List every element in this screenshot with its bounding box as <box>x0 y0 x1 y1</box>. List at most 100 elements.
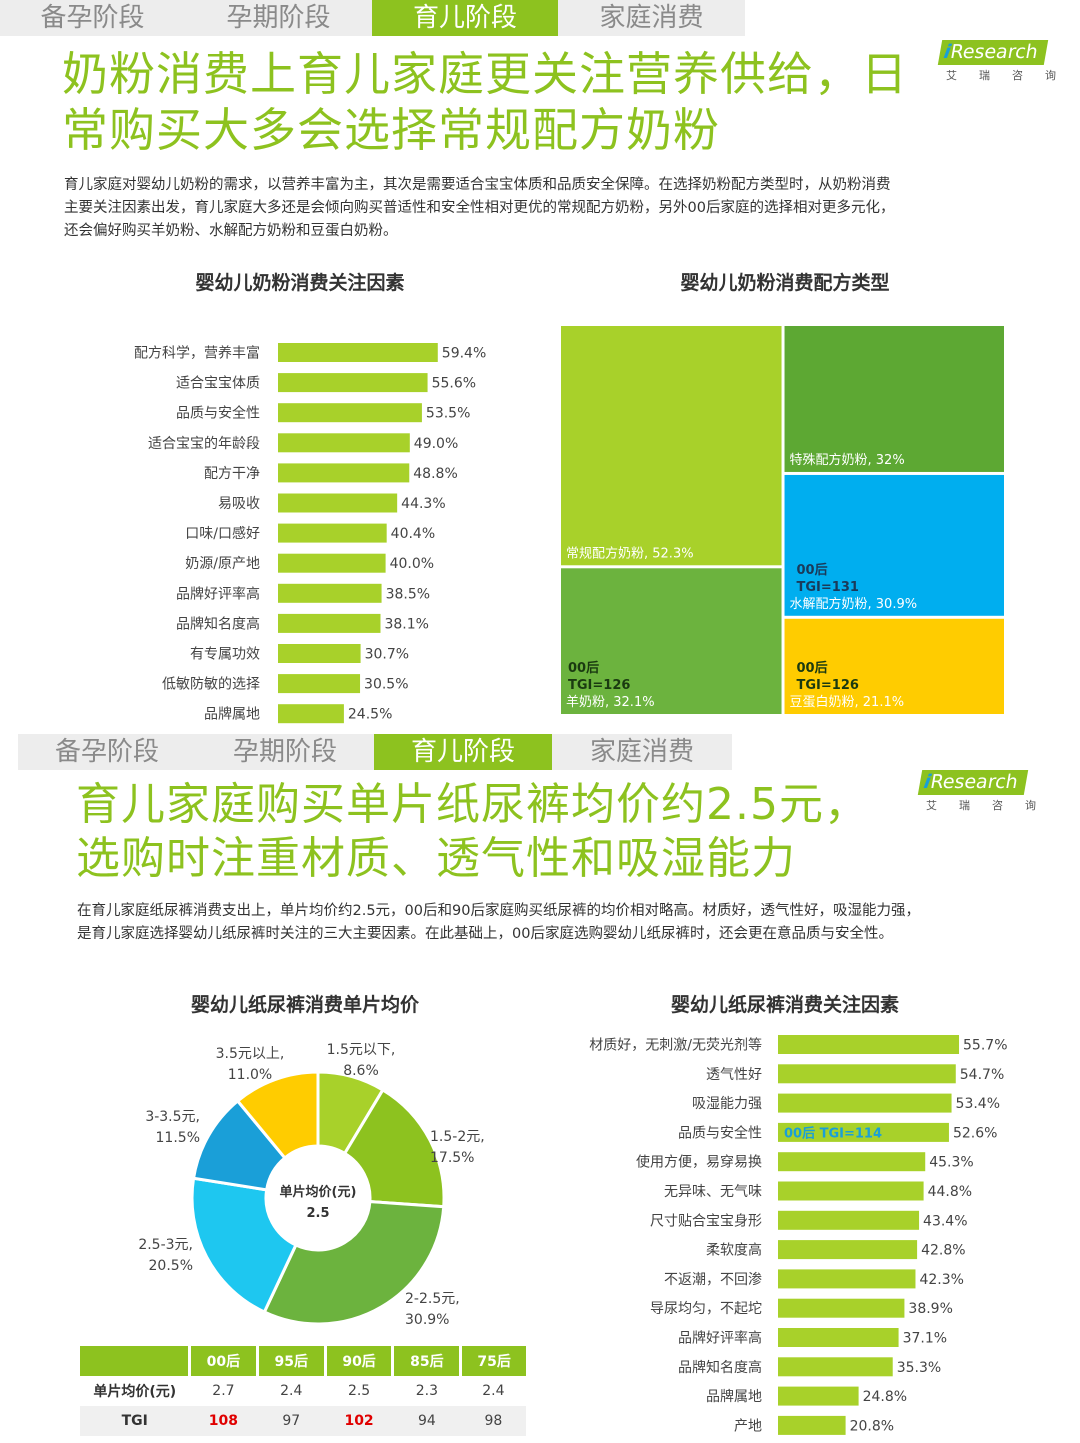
tab-parenting[interactable]: 育儿阶段 <box>372 0 558 36</box>
treemap-label: 豆蛋白奶粉, 21.1% <box>790 694 905 710</box>
value-label: 45.3% <box>929 1155 973 1171</box>
table-cell: 97 <box>257 1406 326 1436</box>
category-label: 低敏防敏的选择 <box>162 677 260 693</box>
treemap-tile <box>784 474 1004 616</box>
value-label: 44.8% <box>928 1184 972 1200</box>
category-label: 无异味、无气味 <box>664 1184 762 1200</box>
bar <box>278 373 428 393</box>
bar <box>278 674 361 694</box>
treemap-note: 00后 <box>568 660 599 676</box>
tab-pregnancy[interactable]: 孕期阶段 <box>196 734 374 770</box>
bar <box>778 1415 846 1435</box>
treemap-tile <box>784 618 1004 714</box>
bar <box>778 1181 924 1201</box>
category-label: 产地 <box>734 1418 762 1434</box>
category-label: 适合宝宝的年龄段 <box>148 436 260 452</box>
category-label: 透气性好 <box>706 1067 762 1083</box>
bar <box>778 1269 916 1289</box>
diaper-price-tgi-table: 00后 95后 90后 85后 75后 单片均价(元) 2.7 2.4 2.5 … <box>80 1346 526 1436</box>
tgi-annotation: 00后 TGI=114 <box>784 1125 882 1141</box>
category-label: 适合宝宝体质 <box>176 376 260 392</box>
tab-family-consumption[interactable]: 家庭消费 <box>558 0 745 36</box>
category-label: 导尿均匀，不起坨 <box>650 1300 762 1317</box>
category-label: 吸湿能力强 <box>692 1096 762 1112</box>
chart-title-formula-factors: 婴幼儿奶粉消费关注因素 <box>195 272 405 294</box>
value-label: 48.8% <box>413 466 457 482</box>
category-label: 品牌好评率高 <box>678 1330 762 1347</box>
headline-line: 奶粉消费上育儿家庭更关注营养供给，日 <box>62 47 908 101</box>
slice-value: 11.0% <box>228 1067 272 1083</box>
slice-label: 1.5-2元, <box>430 1129 485 1145</box>
value-label: 42.3% <box>919 1272 963 1288</box>
table-header-cell: 75后 <box>459 1346 526 1376</box>
slice-label: 3.5元以上, <box>216 1046 285 1062</box>
value-label: 43.4% <box>923 1213 967 1229</box>
iresearch-logo: iResearch 艾瑞咨询 <box>937 40 1078 83</box>
description-line: 主要关注因素出发，育儿家庭大多还是会倾向购买普适性和安全性相对更优的常规配方奶粉… <box>64 200 895 216</box>
table-cell: 2.4 <box>280 1383 303 1399</box>
table-cell: 2.7 <box>212 1383 235 1399</box>
value-label: 24.5% <box>348 707 392 723</box>
bar <box>778 1122 949 1142</box>
donut-slice <box>190 1176 298 1315</box>
category-label: 不返潮，不回渗 <box>664 1272 762 1288</box>
value-label: 35.3% <box>897 1360 941 1376</box>
slice-label: 2.5-3元, <box>138 1237 193 1253</box>
description-bottom: 在育儿家庭纸尿裤消费支出上，单片均价约2.5元，00后和90后家庭购买纸尿裤的均… <box>77 900 1057 946</box>
tab-pregnancy[interactable]: 孕期阶段 <box>185 0 372 36</box>
iresearch-logo: iResearch 艾瑞咨询 <box>917 770 1058 813</box>
slice-label: 1.5元以下, <box>327 1042 396 1058</box>
description-line: 是育儿家庭选择婴幼儿纸尿裤时关注的三大主要因素。在此基础上，00后家庭选购婴幼儿… <box>77 926 893 942</box>
treemap-tile <box>561 568 782 714</box>
donut-slice <box>262 1199 446 1326</box>
bar <box>278 493 398 513</box>
category-label: 配方科学，营养丰富 <box>134 345 260 362</box>
treemap-note: 00后 <box>797 660 828 676</box>
treemap-label: 羊奶粉, 32.1% <box>566 694 655 710</box>
headline-line: 常购买大多会选择常规配方奶粉 <box>62 103 720 157</box>
value-label: 38.1% <box>384 616 428 632</box>
value-label: 40.0% <box>390 556 434 572</box>
chart-title-formula-types: 婴幼儿奶粉消费配方类型 <box>680 272 890 294</box>
logo-subtitle: 艾瑞咨询 <box>946 69 1078 82</box>
table-header-cell <box>80 1346 190 1376</box>
donut-slice <box>342 1087 446 1209</box>
treemap-note: TGI=126 <box>797 678 859 693</box>
tab-family-consumption[interactable]: 家庭消费 <box>552 734 732 770</box>
table-cell: 98 <box>460 1406 526 1436</box>
bar <box>278 433 410 453</box>
value-label: 24.8% <box>863 1389 907 1405</box>
logo-subtitle: 艾瑞咨询 <box>926 799 1058 812</box>
category-label: 尺寸贴合宝宝身形 <box>650 1213 762 1229</box>
treemap-note: 00后 <box>797 562 828 578</box>
tab-parenting[interactable]: 育儿阶段 <box>374 734 552 770</box>
treemap-label: 水解配方奶粉, 30.9% <box>790 596 918 612</box>
page-title-bottom: 育儿家庭购买单片纸尿裤均价约2.5元， 选购时注重材质、透气性和吸湿能力 <box>76 778 926 886</box>
stage-tabbar-bottom: 备孕阶段 孕期阶段 育儿阶段 家庭消费 <box>18 734 732 770</box>
value-label: 30.7% <box>365 647 409 663</box>
bar <box>278 553 386 573</box>
category-label: 品牌知名度高 <box>176 615 260 632</box>
category-label: 品牌属地 <box>204 706 260 723</box>
donut-center-value: 2.5 <box>306 1206 329 1221</box>
tab-pregnancy-prep[interactable]: 备孕阶段 <box>18 734 196 770</box>
stage-tabbar-top: 备孕阶段 孕期阶段 育儿阶段 家庭消费 <box>0 0 745 36</box>
table-header-cell: 90后 <box>323 1346 393 1376</box>
category-label: 有专属功效 <box>190 647 260 663</box>
donut-center-label: 单片均价(元) <box>280 1184 357 1200</box>
table-cell: 94 <box>392 1406 461 1436</box>
bar <box>778 1328 899 1347</box>
table-cell: 102 <box>325 1406 393 1436</box>
bar <box>278 403 422 423</box>
bar <box>278 523 387 543</box>
value-label: 44.3% <box>401 496 445 512</box>
bar <box>778 1064 956 1084</box>
tab-pregnancy-prep[interactable]: 备孕阶段 <box>0 0 185 36</box>
category-label: 配方干净 <box>204 466 260 482</box>
table-header-cell: 00后 <box>188 1346 258 1376</box>
chart-title-diaper-price: 婴幼儿纸尿裤消费单片均价 <box>190 994 419 1016</box>
value-label: 38.9% <box>908 1301 952 1317</box>
slice-label: 2-2.5元, <box>405 1291 460 1307</box>
